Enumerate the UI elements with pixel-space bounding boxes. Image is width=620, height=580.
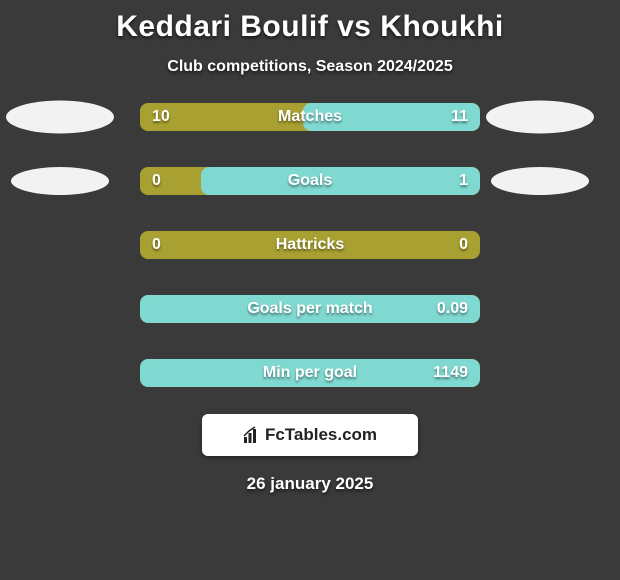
stat-bar: 1149Min per goal (140, 359, 480, 387)
date-text: 26 january 2025 (0, 474, 620, 494)
page-subtitle: Club competitions, Season 2024/2025 (0, 58, 620, 76)
player-badge-right (491, 167, 589, 195)
footer-brand-box: FcTables.com (202, 414, 418, 456)
stat-row: 00Hattricks (0, 222, 620, 268)
page-title: Keddari Boulif vs Khoukhi (0, 0, 620, 44)
stat-bar: 01Goals (140, 167, 480, 195)
player-badge-right (486, 101, 594, 134)
footer-brand-text: FcTables.com (265, 425, 377, 445)
stat-row: 01Goals (0, 158, 620, 204)
stat-bar: 1011Matches (140, 103, 480, 131)
stat-bar: 0.09Goals per match (140, 295, 480, 323)
stat-label: Min per goal (140, 364, 480, 382)
player-badge-left (6, 101, 114, 134)
stat-label: Hattricks (140, 236, 480, 254)
stat-label: Matches (140, 108, 480, 126)
footer-logo: FcTables.com (243, 425, 377, 445)
player-badge-left (11, 167, 109, 195)
stat-label: Goals (140, 172, 480, 190)
stat-bar: 00Hattricks (140, 231, 480, 259)
stat-label: Goals per match (140, 300, 480, 318)
bar-chart-icon (243, 426, 261, 444)
stat-row: 1149Min per goal (0, 350, 620, 396)
stat-row: 1011Matches (0, 94, 620, 140)
stat-row: 0.09Goals per match (0, 286, 620, 332)
stats-rows: 1011Matches 01Goals 00Hattricks 0.09Goals p… (0, 94, 620, 396)
